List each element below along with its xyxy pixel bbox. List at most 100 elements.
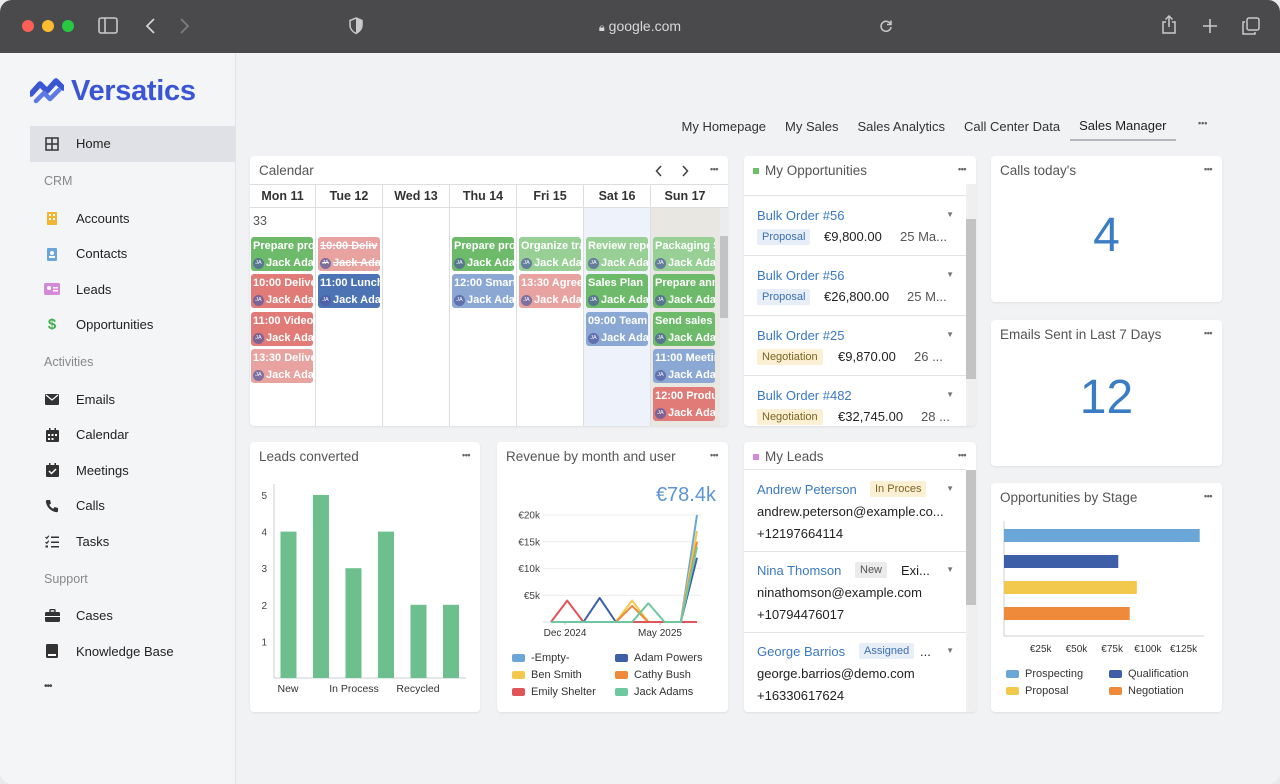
address-bar[interactable]: 🔒︎ google.com <box>0 18 1280 35</box>
calendar-event[interactable]: 13:30 Agree JA Jack Ada <box>519 274 581 308</box>
tab-my-homepage[interactable]: My Homepage <box>681 119 767 134</box>
tabs-more-button[interactable]: ••• <box>1198 118 1208 128</box>
lead-phone[interactable]: +10794476017 <box>757 607 845 622</box>
legend-item[interactable]: Ben Smith <box>512 669 582 681</box>
lead-email[interactable]: george.barrios@demo.com <box>757 666 915 681</box>
calendar-event[interactable]: Sales Plan JA Jack Ada <box>586 274 648 308</box>
calendar-event[interactable]: 12:00 Produ JA Jack Ada <box>653 387 715 421</box>
sidebar-item-opportunities[interactable]: $ Opportunities <box>30 307 235 343</box>
opp-stage-more-button[interactable]: ••• <box>1204 491 1212 501</box>
revenue-more-button[interactable]: ••• <box>710 450 718 460</box>
list-item[interactable]: Bulk Order #25 ▼ Negotiation €9,870.00 2… <box>744 316 966 376</box>
chevron-left-icon[interactable] <box>655 165 663 177</box>
chevron-down-icon[interactable]: ▼ <box>946 330 954 339</box>
calendar-event[interactable]: 13:30 Delive JA Jack Ada <box>251 349 313 383</box>
status-badge: In Proces <box>870 481 927 497</box>
my-leads-more-button[interactable]: ••• <box>958 450 966 460</box>
day-column[interactable] <box>450 208 517 426</box>
tab-overview-icon[interactable] <box>1242 17 1260 35</box>
maximize-window-button[interactable] <box>62 20 74 32</box>
calendar-event[interactable]: 11:00 Video JA Jack Ada <box>251 312 313 346</box>
close-window-button[interactable] <box>22 20 34 32</box>
sidebar-item-meetings[interactable]: Meetings <box>30 453 235 489</box>
leads-scrollbar[interactable] <box>966 470 976 712</box>
legend-item[interactable]: -Empty- <box>512 652 570 664</box>
list-item[interactable]: Bulk Order #56 ▼ Proposal €9,800.00 25 M… <box>744 196 966 256</box>
sidebar-item-emails[interactable]: Emails <box>30 382 235 418</box>
calendar-event[interactable]: 10:00 Deliv JA Jack Ada <box>318 237 380 271</box>
calendar-event[interactable]: Organize tra JA Jack Ada <box>519 237 581 271</box>
day-column[interactable] <box>517 208 584 426</box>
legend-item[interactable]: Emily Shelter <box>512 686 596 698</box>
calls-more-button[interactable]: ••• <box>1204 164 1212 174</box>
calendar-event[interactable]: 09:00 Team JA Jack Ada <box>586 312 648 346</box>
calendar-scrollbar[interactable] <box>720 208 728 426</box>
chevron-down-icon[interactable]: ▼ <box>946 210 954 219</box>
lead-email[interactable]: ninathomson@example.com <box>757 585 922 600</box>
list-item[interactable]: Nina Thomson New Exi... ▼ ninathomson@ex… <box>744 552 966 633</box>
chevron-down-icon[interactable]: ▼ <box>946 390 954 399</box>
sidebar-item-calls[interactable]: Calls <box>30 488 235 524</box>
sidebar-item-knowledge-base[interactable]: Knowledge Base <box>30 634 235 670</box>
day-column[interactable] <box>316 208 383 426</box>
opportunities-more-button[interactable]: ••• <box>958 164 966 174</box>
calendar-event[interactable]: Prepare pro JA Jack Ada <box>452 237 514 271</box>
tab-call-center-data[interactable]: Call Center Data <box>963 119 1061 134</box>
forward-icon[interactable] <box>178 17 190 35</box>
sidebar-item-contacts[interactable]: Contacts <box>30 236 235 272</box>
minimize-window-button[interactable] <box>42 20 54 32</box>
calendar-event[interactable]: 11:00 Lunch JA Jack Ada <box>318 274 380 308</box>
sidebar-more-button[interactable]: ••• <box>30 669 235 705</box>
day-column[interactable] <box>250 208 316 426</box>
chevron-down-icon[interactable]: ▼ <box>946 565 954 574</box>
lead-phone[interactable]: +12197664114 <box>757 526 844 541</box>
legend-item[interactable]: Negotiation <box>1109 685 1184 697</box>
panel-title: Revenue by month and user <box>506 449 676 464</box>
emails-more-button[interactable]: ••• <box>1204 328 1212 338</box>
sidebar-item-cases[interactable]: Cases <box>30 598 235 634</box>
list-item[interactable]: Bulk Order #56 ▼ Proposal €26,800.00 25 … <box>744 256 966 316</box>
chevron-right-icon[interactable] <box>681 165 689 177</box>
calendar-event[interactable]: Prepare ann JA Jack Ada <box>653 274 715 308</box>
tab-my-sales[interactable]: My Sales <box>785 119 839 134</box>
calendar-event[interactable]: 10:00 Delive JA Jack Ada <box>251 274 313 308</box>
leads-converted-more-button[interactable]: ••• <box>462 450 470 460</box>
legend-item[interactable]: Prospecting <box>1006 668 1083 680</box>
share-icon[interactable] <box>1161 15 1177 35</box>
chevron-down-icon[interactable]: ▼ <box>946 646 954 655</box>
lead-email[interactable]: andrew.peterson@example.co... <box>757 504 944 519</box>
legend-item[interactable]: Adam Powers <box>615 652 702 664</box>
chevron-down-icon[interactable]: ▼ <box>946 484 954 493</box>
calendar-event[interactable]: Packaging S JA Jack Ada <box>653 237 715 271</box>
opportunities-scrollbar[interactable] <box>966 184 976 426</box>
sidebar-item-tasks[interactable]: Tasks <box>30 524 235 560</box>
sidebar-item-home[interactable]: Home <box>30 126 235 162</box>
calendar-event[interactable]: Send sales c JA Jack Ada <box>653 312 715 346</box>
list-item[interactable]: Bulk Order #482 ▼ Negotiation €32,745.00… <box>744 376 966 426</box>
sidebar-item-calendar[interactable]: Calendar <box>30 417 235 453</box>
logo[interactable]: Versatics <box>30 73 196 109</box>
tab-sales-analytics[interactable]: Sales Analytics <box>857 119 945 134</box>
day-column[interactable] <box>383 208 450 426</box>
sidebar-item-accounts[interactable]: Accounts <box>30 201 235 237</box>
calendar-more-button[interactable]: ••• <box>710 164 718 174</box>
calendar-event[interactable]: Prepare pro JA Jack Ada <box>251 237 313 271</box>
calendar-event[interactable]: 12:00 Smart JA Jack Ada <box>452 274 514 308</box>
lead-phone[interactable]: +16330617624 <box>757 688 845 703</box>
chevron-down-icon[interactable]: ▼ <box>946 270 954 279</box>
sidebar-toggle-icon[interactable] <box>98 17 118 35</box>
list-item[interactable]: Andrew Peterson In Proces ▼ andrew.peter… <box>744 470 966 552</box>
calendar-event[interactable]: Review repo JA Jack Ada <box>586 237 648 271</box>
legend-item[interactable]: Proposal <box>1006 685 1068 697</box>
back-icon[interactable] <box>145 17 157 35</box>
tab-sales-manager[interactable]: Sales Manager <box>1069 112 1177 141</box>
legend-item[interactable]: Jack Adams <box>615 686 693 698</box>
shield-icon[interactable] <box>348 17 364 35</box>
reload-icon[interactable] <box>879 19 893 33</box>
calendar-event[interactable]: 11:00 Meetin JA Jack Ada <box>653 349 715 383</box>
legend-item[interactable]: Cathy Bush <box>615 669 691 681</box>
sidebar-item-leads[interactable]: Leads <box>30 272 235 308</box>
list-item[interactable]: George Barrios Assigned ... ▼ george.bar… <box>757 643 954 703</box>
legend-item[interactable]: Qualification <box>1109 668 1189 680</box>
new-tab-icon[interactable] <box>1202 18 1218 34</box>
